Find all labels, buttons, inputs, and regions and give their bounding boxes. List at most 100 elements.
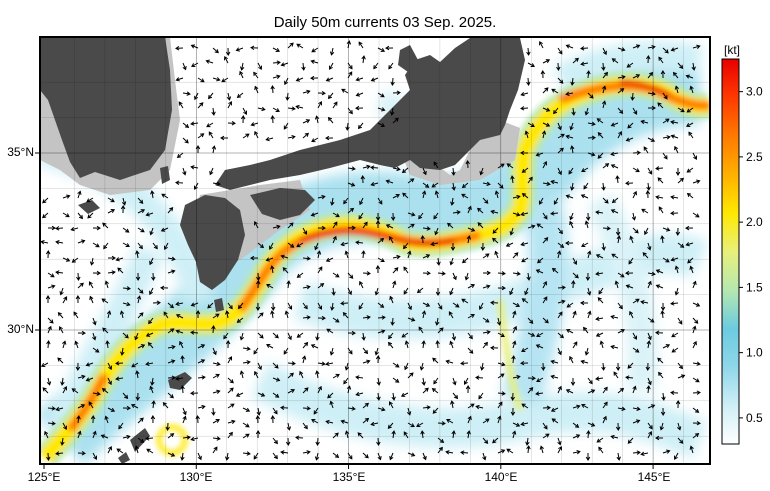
current-vector-arrow [497, 401, 503, 409]
current-vector-arrow [257, 62, 263, 70]
current-vector-arrow [685, 242, 694, 247]
current-vector-arrow [657, 102, 664, 109]
current-vector-arrow [175, 77, 184, 82]
current-vector-arrow [660, 407, 666, 416]
current-vector-arrow [92, 391, 101, 396]
current-vector-arrow [265, 257, 274, 262]
current-vector-arrow [628, 257, 634, 265]
current-vector-arrow [611, 197, 619, 204]
current-vector-arrow [587, 92, 594, 99]
current-vector-arrow [117, 267, 124, 274]
current-vector-arrow [347, 225, 356, 231]
current-vector-arrow [617, 47, 626, 52]
current-vector-arrow [692, 420, 701, 426]
current-vector-arrow [527, 332, 536, 337]
colorbar-unit: [kt] [724, 43, 740, 57]
current-vector-arrow [391, 430, 396, 439]
current-vector-arrow [512, 340, 517, 349]
current-vector-arrow [62, 296, 68, 304]
current-vector-arrow [315, 332, 320, 341]
current-vector-arrow [476, 207, 484, 214]
current-vector-arrow [550, 407, 559, 412]
current-vector-arrow [62, 340, 67, 349]
frame-ticks [35, 152, 654, 469]
current-vector-arrow [116, 448, 124, 454]
current-vector-arrow [497, 362, 506, 367]
current-vector-arrow [310, 75, 319, 81]
current-vector-arrow [420, 430, 425, 439]
current-vector-arrow [165, 422, 170, 431]
current-vector-arrow [617, 272, 625, 278]
current-vector-arrow [92, 242, 100, 248]
current-vector-arrow [572, 422, 580, 428]
current-vector-arrow [131, 362, 139, 368]
current-vector-arrow [565, 240, 574, 246]
current-vector-arrow [362, 402, 370, 409]
current-vector-arrow [647, 280, 652, 289]
current-vector-arrow [362, 417, 370, 424]
current-vector-arrow [331, 287, 336, 296]
current-vector-arrow [572, 404, 581, 409]
current-vector-arrow [512, 325, 517, 334]
current-vector-arrow [685, 74, 694, 79]
current-vector-arrow [583, 182, 589, 190]
current-vector-arrow [149, 227, 154, 236]
current-vector-arrow [122, 332, 129, 339]
current-vector-arrow [57, 311, 64, 319]
current-vector-arrow [197, 133, 205, 139]
current-vector-arrow [326, 328, 334, 334]
current-vector-arrow [572, 272, 579, 279]
current-vector-arrow [272, 377, 281, 382]
current-vector-arrow [167, 328, 175, 334]
current-vector-arrow [525, 437, 530, 446]
current-vector-arrow [611, 58, 619, 64]
current-vector-arrow [310, 59, 319, 64]
current-vector-arrow [480, 242, 486, 251]
current-vector-arrow [632, 332, 638, 340]
current-vector-arrow [527, 176, 533, 184]
current-vector-arrow [389, 452, 394, 461]
current-vector-arrow [540, 70, 546, 79]
current-vector-arrow [585, 272, 591, 281]
current-vector-arrow [451, 167, 456, 176]
current-vector-arrow [572, 341, 578, 349]
current-vector-arrow [332, 432, 339, 439]
current-vector-arrow [451, 332, 457, 341]
current-vector-arrow [602, 226, 611, 231]
current-vector-arrow [617, 329, 625, 334]
current-vector-arrow [190, 165, 199, 170]
current-vector-arrow [450, 197, 455, 206]
current-vector-arrow [387, 341, 394, 349]
current-vector-arrow [582, 326, 589, 334]
current-vector-arrow [494, 190, 500, 199]
current-vector-arrow [167, 452, 176, 457]
current-vector-arrow [632, 74, 641, 79]
current-vector-arrow [542, 296, 548, 304]
current-vector-arrow [671, 347, 679, 353]
current-vector-arrow [511, 355, 516, 364]
current-vector-arrow [616, 452, 621, 461]
current-vector-arrow [374, 287, 379, 296]
current-vector-arrow [617, 74, 626, 80]
current-vector-arrow [553, 197, 559, 205]
current-vector-arrow [421, 310, 427, 319]
current-vector-arrow [662, 92, 668, 100]
current-vector-arrow [62, 386, 68, 394]
current-vector-arrow [272, 407, 278, 415]
current-vector-arrow [407, 250, 412, 259]
current-vector-arrow [92, 347, 100, 353]
current-vector-arrow [266, 343, 274, 349]
current-vector-arrow [377, 452, 382, 461]
current-vector-arrow [42, 387, 49, 394]
current-vector-arrow [197, 375, 206, 380]
current-vector-arrow [42, 197, 49, 204]
current-vector-arrow [482, 253, 490, 259]
current-vector-arrow [355, 391, 364, 397]
current-vector-arrow [101, 387, 109, 394]
current-vector-arrow [151, 272, 156, 281]
current-vector-arrow [180, 452, 185, 461]
current-vector-arrow [361, 250, 366, 259]
current-vector-arrow [505, 242, 514, 247]
current-vector-arrow [689, 265, 694, 274]
current-vector-arrow [330, 197, 335, 206]
